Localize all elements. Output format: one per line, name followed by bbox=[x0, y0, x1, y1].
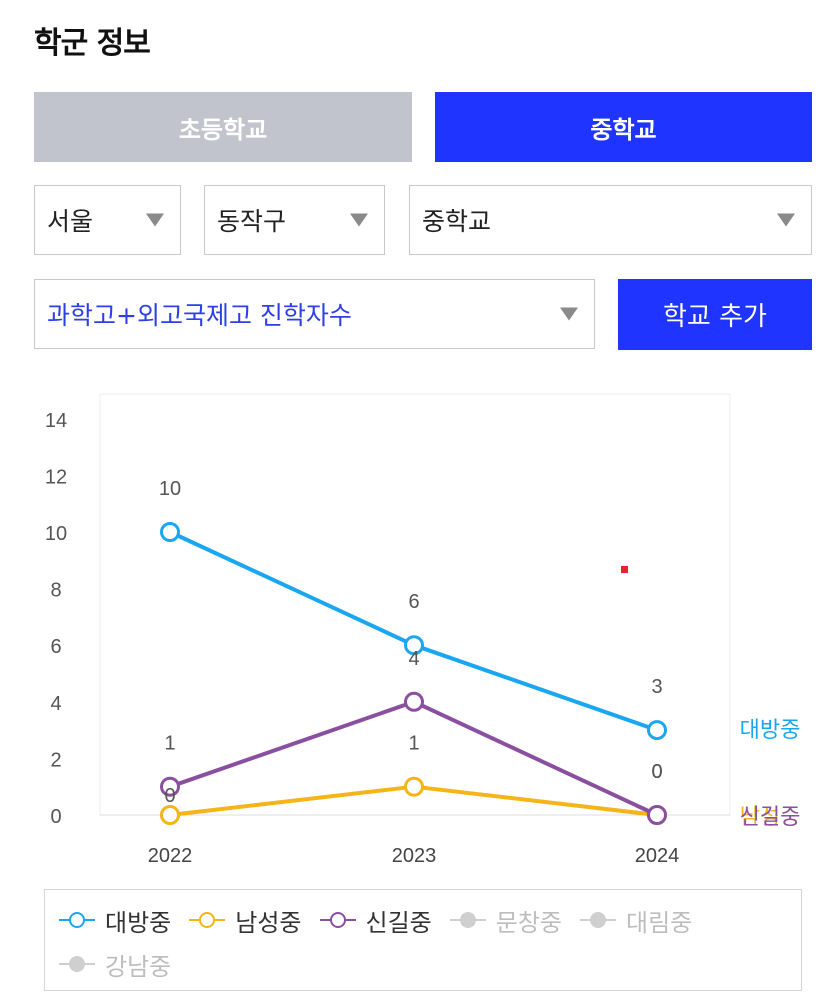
data-point bbox=[404, 635, 424, 656]
x-tick-label: 2023 bbox=[392, 845, 437, 867]
legend-marker-icon bbox=[59, 910, 95, 930]
legend-marker-icon bbox=[59, 954, 95, 974]
data-label: 1 bbox=[164, 733, 175, 755]
series-end-label: 신길중 bbox=[740, 804, 801, 829]
legend-label: 대방중 bbox=[105, 908, 172, 937]
x-tick-label: 2022 bbox=[148, 845, 193, 867]
district-select[interactable]: 동작구 bbox=[204, 185, 385, 255]
data-point bbox=[647, 805, 667, 825]
legend-label: 문창중 bbox=[495, 908, 562, 937]
series-end-label: 남성중 bbox=[740, 804, 801, 829]
data-point bbox=[160, 776, 180, 797]
data-label: 6 bbox=[408, 591, 419, 613]
data-point bbox=[160, 522, 180, 542]
y-tick-label: 2 bbox=[50, 749, 61, 771]
y-tick-label: 10 bbox=[45, 523, 67, 545]
data-point bbox=[404, 776, 424, 797]
tab-elementary-school[interactable]: 초등학교 bbox=[34, 92, 412, 162]
legend-marker-icon bbox=[189, 910, 226, 930]
legend-label: 대림중 bbox=[626, 908, 693, 937]
school-level-select-value: 중학교 bbox=[422, 207, 492, 236]
x-tick-label: 2024 bbox=[635, 845, 680, 867]
legend-label: 신길중 bbox=[365, 908, 432, 937]
data-point bbox=[404, 691, 424, 712]
city-select-value: 서울 bbox=[47, 207, 94, 236]
data-label: 4 bbox=[408, 648, 419, 670]
legend-item[interactable]: 강남중 bbox=[59, 942, 171, 986]
plot-area bbox=[99, 393, 731, 816]
city-select[interactable]: 서울 bbox=[34, 185, 181, 255]
y-tick-label: 6 bbox=[50, 636, 61, 658]
legend-label: 강남중 bbox=[105, 952, 172, 981]
y-tick-label: 14 bbox=[45, 410, 67, 432]
data-label: 0 bbox=[651, 761, 662, 783]
dropdown-arrow-icon bbox=[777, 213, 795, 227]
legend-marker-icon bbox=[580, 910, 616, 930]
district-select-value: 동작구 bbox=[217, 207, 287, 236]
data-point bbox=[160, 805, 180, 825]
data-label: 3 bbox=[651, 676, 662, 698]
legend-marker-icon bbox=[449, 910, 486, 930]
legend-item[interactable]: 대림중 bbox=[580, 898, 692, 942]
legend-item[interactable]: 문창중 bbox=[449, 898, 562, 942]
page-title: 학군 정보 bbox=[34, 26, 151, 61]
series-end-label: 대방중 bbox=[740, 717, 801, 742]
data-label: 10 bbox=[159, 478, 181, 500]
legend-item[interactable]: 남성중 bbox=[189, 898, 302, 942]
metric-select[interactable]: 과학고+외고국제고 진학자수 bbox=[34, 279, 595, 349]
dropdown-arrow-icon bbox=[560, 307, 578, 321]
marker-dot bbox=[621, 566, 628, 573]
add-school-button[interactable]: 학교 추가 bbox=[618, 279, 812, 350]
metric-select-value: 과학고+외고국제고 진학자수 bbox=[47, 301, 352, 330]
legend-item[interactable]: 대방중 bbox=[59, 898, 171, 942]
y-tick-label: 4 bbox=[50, 693, 61, 715]
legend-label: 남성중 bbox=[235, 908, 302, 937]
data-label: 0 bbox=[164, 785, 175, 807]
tab-middle-school[interactable]: 중학교 bbox=[435, 92, 812, 162]
y-tick-label: 0 bbox=[50, 806, 61, 828]
legend-marker-icon bbox=[319, 910, 356, 930]
legend-item[interactable]: 신길중 bbox=[319, 898, 432, 942]
dropdown-arrow-icon bbox=[146, 213, 164, 227]
data-point bbox=[647, 720, 667, 741]
y-tick-label: 8 bbox=[50, 580, 61, 602]
school-level-select[interactable]: 중학교 bbox=[409, 185, 812, 255]
dropdown-arrow-icon bbox=[350, 213, 368, 227]
data-label: 0 bbox=[651, 761, 662, 783]
y-tick-label: 12 bbox=[45, 466, 67, 488]
data-label: 1 bbox=[408, 733, 419, 755]
